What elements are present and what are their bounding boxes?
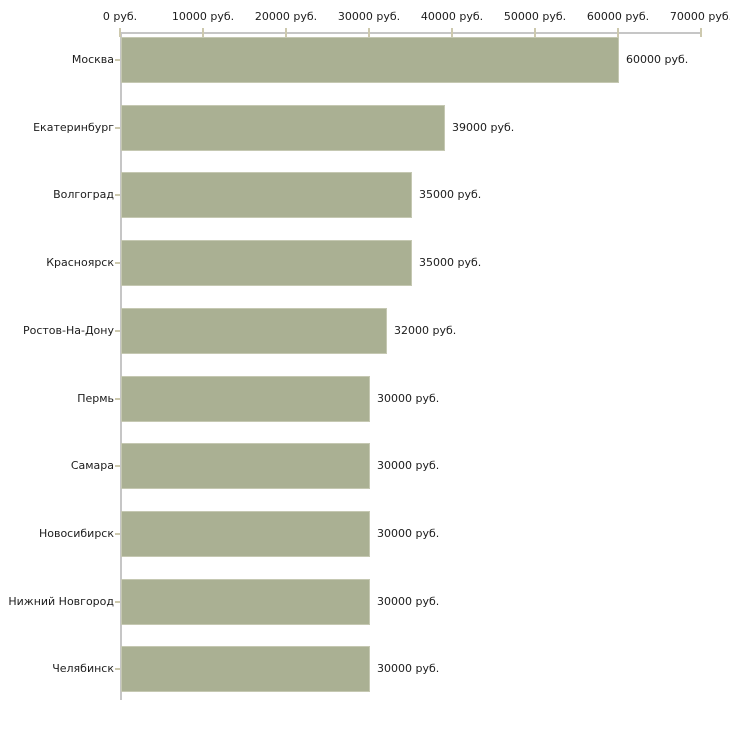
x-tick-mark bbox=[534, 28, 536, 37]
y-axis-line bbox=[120, 32, 122, 700]
category-tick-mark bbox=[115, 127, 120, 129]
x-tick-label: 0 руб. bbox=[102, 10, 138, 23]
category-label: Красноярск bbox=[46, 256, 114, 269]
x-tick-mark bbox=[700, 28, 702, 37]
value-label: 30000 руб. bbox=[377, 662, 440, 675]
value-label: 35000 руб. bbox=[419, 188, 482, 201]
category-label: Ростов-На-Дону bbox=[22, 324, 114, 337]
x-tick-mark bbox=[119, 28, 121, 37]
value-label: 39000 руб. bbox=[452, 121, 515, 134]
x-axis-line bbox=[120, 32, 701, 34]
value-label: 35000 руб. bbox=[419, 256, 482, 269]
x-tick-mark bbox=[617, 28, 619, 37]
x-tick-mark bbox=[285, 28, 287, 37]
x-tick-mark bbox=[451, 28, 453, 37]
category-label: Пермь bbox=[77, 392, 114, 405]
value-label: 30000 руб. bbox=[377, 527, 440, 540]
bar-5 bbox=[121, 376, 370, 422]
category-label: Нижний Новгород bbox=[8, 595, 114, 608]
category-label: Новосибирск bbox=[38, 527, 114, 540]
value-label: 60000 руб. bbox=[626, 53, 689, 66]
category-tick-mark bbox=[115, 398, 120, 400]
value-label: 32000 руб. bbox=[394, 324, 457, 337]
x-tick-label: 10000 руб. bbox=[171, 10, 235, 23]
value-label: 30000 руб. bbox=[377, 595, 440, 608]
x-tick-mark bbox=[202, 28, 204, 37]
category-tick-mark bbox=[115, 601, 120, 603]
category-tick-mark bbox=[115, 262, 120, 264]
category-label: Самара bbox=[70, 459, 114, 472]
x-tick-label: 70000 руб. bbox=[669, 10, 730, 23]
category-tick-mark bbox=[115, 194, 120, 196]
bar-8 bbox=[121, 579, 370, 625]
category-label: Челябинск bbox=[52, 662, 114, 675]
category-tick-mark bbox=[115, 533, 120, 535]
bar-2 bbox=[121, 172, 412, 218]
x-tick-label: 30000 руб. bbox=[337, 10, 401, 23]
category-tick-mark bbox=[115, 330, 120, 332]
value-label: 30000 руб. bbox=[377, 392, 440, 405]
category-tick-mark bbox=[115, 59, 120, 61]
category-label: Екатеринбург bbox=[33, 121, 114, 134]
bar-1 bbox=[121, 105, 445, 151]
bar-7 bbox=[121, 511, 370, 557]
category-tick-mark bbox=[115, 465, 120, 467]
bar-9 bbox=[121, 646, 370, 692]
bar-4 bbox=[121, 308, 387, 354]
category-label: Москва bbox=[71, 53, 114, 66]
value-label: 30000 руб. bbox=[377, 459, 440, 472]
category-label: Волгоград bbox=[53, 188, 114, 201]
bar-3 bbox=[121, 240, 412, 286]
x-tick-label: 40000 руб. bbox=[420, 10, 484, 23]
category-tick-mark bbox=[115, 668, 120, 670]
bar-6 bbox=[121, 443, 370, 489]
x-tick-label: 50000 руб. bbox=[503, 10, 567, 23]
x-tick-mark bbox=[368, 28, 370, 37]
x-tick-label: 60000 руб. bbox=[586, 10, 650, 23]
bar-0 bbox=[121, 37, 619, 83]
x-tick-label: 20000 руб. bbox=[254, 10, 318, 23]
